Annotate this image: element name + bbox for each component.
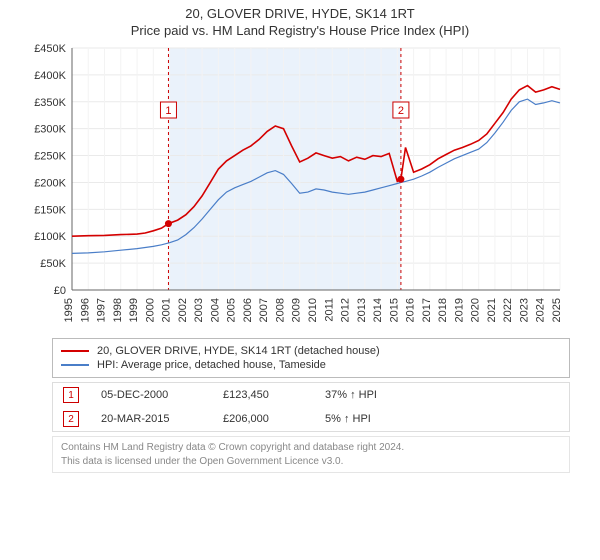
svg-text:1996: 1996: [79, 298, 91, 322]
svg-text:1999: 1999: [128, 298, 140, 322]
credits-line: Contains HM Land Registry data © Crown c…: [61, 441, 561, 455]
svg-text:1995: 1995: [63, 298, 75, 322]
tx-delta: 37% ↑ HPI: [325, 389, 415, 401]
table-row: 1 05-DEC-2000 £123,450 37% ↑ HPI: [53, 383, 569, 407]
svg-text:2003: 2003: [193, 298, 205, 322]
svg-text:2: 2: [398, 105, 404, 117]
svg-text:2020: 2020: [470, 298, 482, 322]
svg-text:£150K: £150K: [34, 204, 66, 216]
svg-text:2008: 2008: [274, 298, 286, 322]
svg-text:1998: 1998: [112, 298, 124, 322]
svg-text:£450K: £450K: [34, 43, 66, 55]
page-title: 20, GLOVER DRIVE, HYDE, SK14 1RT: [0, 0, 600, 21]
table-row: 2 20-MAR-2015 £206,000 5% ↑ HPI: [53, 407, 569, 431]
svg-text:2013: 2013: [356, 298, 368, 322]
tx-delta: 5% ↑ HPI: [325, 413, 415, 425]
svg-text:2010: 2010: [307, 298, 319, 322]
svg-text:£350K: £350K: [34, 97, 66, 109]
legend-label: 20, GLOVER DRIVE, HYDE, SK14 1RT (detach…: [97, 345, 380, 357]
svg-text:£250K: £250K: [34, 151, 66, 163]
svg-text:2025: 2025: [551, 298, 563, 322]
svg-text:£400K: £400K: [34, 70, 66, 82]
svg-text:£50K: £50K: [40, 258, 66, 270]
svg-text:£300K: £300K: [34, 124, 66, 136]
credits-line: This data is licensed under the Open Gov…: [61, 455, 561, 469]
tx-date: 20-MAR-2015: [101, 413, 201, 425]
legend-label: HPI: Average price, detached house, Tame…: [97, 359, 326, 371]
tx-date: 05-DEC-2000: [101, 389, 201, 401]
page-subtitle: Price paid vs. HM Land Registry's House …: [0, 21, 600, 42]
svg-text:2021: 2021: [486, 298, 498, 322]
svg-text:1: 1: [165, 105, 171, 117]
svg-text:2014: 2014: [372, 298, 384, 322]
legend-item: HPI: Average price, detached house, Tame…: [61, 359, 561, 371]
svg-text:£200K: £200K: [34, 177, 66, 189]
svg-text:2000: 2000: [144, 298, 156, 322]
credits-box: Contains HM Land Registry data © Crown c…: [52, 436, 570, 473]
svg-text:2017: 2017: [421, 298, 433, 322]
marker-badge: 2: [63, 411, 79, 427]
page-wrap: 20, GLOVER DRIVE, HYDE, SK14 1RT Price p…: [0, 0, 600, 560]
svg-text:2018: 2018: [437, 298, 449, 322]
svg-text:2011: 2011: [323, 298, 335, 322]
svg-text:2009: 2009: [291, 298, 303, 322]
tx-price: £123,450: [223, 389, 303, 401]
legend-box: 20, GLOVER DRIVE, HYDE, SK14 1RT (detach…: [52, 338, 570, 378]
svg-text:2015: 2015: [388, 298, 400, 322]
svg-text:£0: £0: [54, 285, 66, 297]
svg-text:2001: 2001: [161, 298, 173, 322]
marker-badge: 1: [63, 387, 79, 403]
legend-item: 20, GLOVER DRIVE, HYDE, SK14 1RT (detach…: [61, 345, 561, 357]
svg-text:2024: 2024: [535, 298, 547, 322]
svg-text:2022: 2022: [502, 298, 514, 322]
tx-price: £206,000: [223, 413, 303, 425]
svg-text:2005: 2005: [226, 298, 238, 322]
legend-swatch: [61, 364, 89, 366]
transactions-table: 1 05-DEC-2000 £123,450 37% ↑ HPI 2 20-MA…: [52, 382, 570, 432]
svg-text:2002: 2002: [177, 298, 189, 322]
svg-text:2012: 2012: [340, 298, 352, 322]
svg-text:2007: 2007: [258, 298, 270, 322]
svg-text:2004: 2004: [209, 298, 221, 322]
svg-text:1997: 1997: [96, 298, 108, 322]
legend-swatch: [61, 350, 89, 352]
svg-text:2016: 2016: [405, 298, 417, 322]
svg-text:2019: 2019: [453, 298, 465, 322]
price-chart: £0 £50K £100K £150K £200K £250K £300K £350K £400…: [20, 42, 580, 332]
svg-text:2023: 2023: [518, 298, 530, 322]
svg-text:£100K: £100K: [34, 231, 66, 243]
svg-text:2006: 2006: [242, 298, 254, 322]
